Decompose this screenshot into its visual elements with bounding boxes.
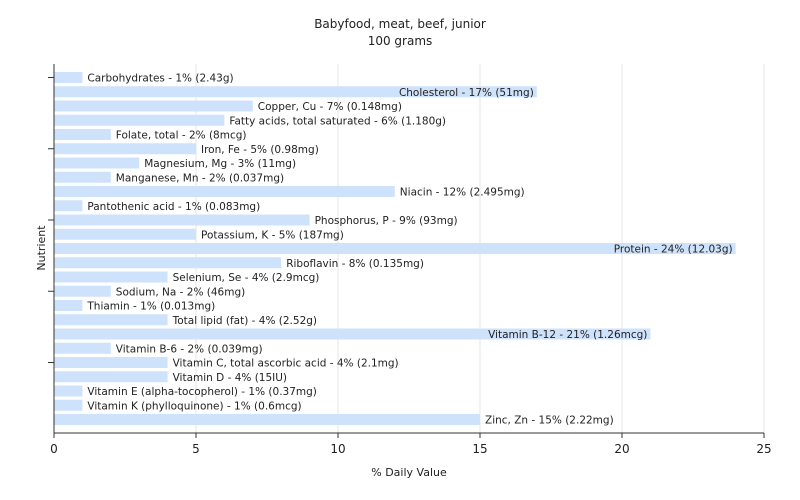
chart-title: Babyfood, meat, beef, junior (314, 17, 486, 31)
bar (54, 371, 168, 383)
y-axis-title: Nutrient (35, 225, 48, 271)
bar-label: Riboflavin - 8% (0.135mg) (286, 258, 424, 270)
bar-label: Zinc, Zn - 15% (2.22mg) (485, 415, 614, 427)
bar-label: Vitamin B-12 - 21% (1.26mcg) (488, 329, 647, 341)
bar (54, 385, 83, 397)
x-tick-label: 5 (192, 442, 200, 456)
bar-label: Iron, Fe - 5% (0.98mg) (201, 144, 319, 156)
bar-label: Thiamin - 1% (0.013mg) (86, 301, 215, 313)
bar (54, 328, 651, 340)
bar-label: Total lipid (fat) - 4% (2.52g) (172, 315, 317, 327)
axes: 0 5 10 15 20 25 (48, 64, 772, 456)
bar-label: Carbohydrates - 1% (2.43g) (87, 73, 233, 85)
x-axis-title: % Daily Value (371, 466, 447, 479)
bar-label: Sodium, Na - 2% (46mg) (116, 286, 245, 298)
bar-label: Phosphorus, P - 9% (93mg) (315, 215, 458, 227)
bar-label: Vitamin B-6 - 2% (0.039mg) (116, 343, 263, 355)
bar (54, 414, 480, 425)
bar-label: Cholesterol - 17% (51mg) (399, 87, 534, 99)
bar (54, 285, 111, 297)
bar (54, 157, 140, 169)
bar-label: Selenium, Se - 4% (2.9mcg) (173, 272, 320, 284)
bar (54, 143, 196, 155)
bar-label: Niacin - 12% (2.495mg) (400, 187, 525, 199)
bar-label: Manganese, Mn - 2% (0.037mg) (116, 172, 284, 184)
bar (54, 86, 537, 98)
bar (54, 257, 282, 269)
x-tick-label: 0 (50, 442, 58, 456)
bars: Carbohydrates - 1% (2.43g) Cholesterol - … (54, 72, 736, 427)
bar (54, 214, 310, 226)
bar-label: Vitamin K (phylloquinone) - 1% (0.6mcg) (87, 400, 301, 412)
bar (54, 399, 83, 411)
bar-label: Fatty acids, total saturated - 6% (1.180… (229, 115, 446, 127)
bar (54, 342, 111, 354)
bar (54, 300, 83, 311)
bar (54, 114, 225, 126)
bar (54, 357, 168, 368)
bar (54, 100, 253, 112)
chart-subtitle: 100 grams (368, 34, 433, 48)
bar (54, 129, 111, 140)
bar (54, 186, 395, 197)
bar-label: Vitamin D - 4% (15IU) (173, 372, 287, 384)
bar-label: Vitamin E (alpha-tocopherol) - 1% (0.37m… (87, 386, 317, 398)
bar (54, 200, 83, 212)
x-tick-label: 10 (330, 442, 345, 456)
bar (54, 72, 83, 83)
bar-label: Magnesium, Mg - 3% (11mg) (144, 158, 296, 170)
bar (54, 171, 111, 183)
bar-label: Pantothenic acid - 1% (0.083mg) (87, 201, 260, 213)
bar (54, 243, 736, 254)
x-tick-label: 20 (614, 442, 629, 456)
bar-label: Folate, total - 2% (8mcg) (116, 130, 247, 142)
bar-label: Vitamin C, total ascorbic acid - 4% (2.1… (173, 358, 399, 370)
bar-label: Copper, Cu - 7% (0.148mg) (258, 101, 402, 113)
bar-label: Protein - 24% (12.03g) (614, 244, 733, 256)
bar (54, 271, 168, 283)
x-tick-label: 25 (756, 442, 771, 456)
bar (54, 228, 196, 240)
bar (54, 314, 168, 326)
x-tick-label: 15 (472, 442, 487, 456)
bar-label: Potassium, K - 5% (187mg) (201, 229, 344, 241)
